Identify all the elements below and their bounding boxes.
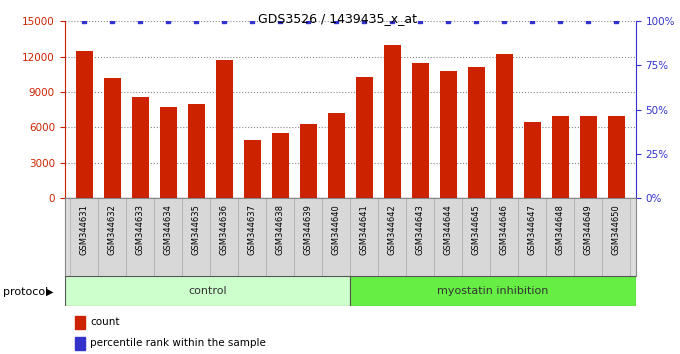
Bar — [188, 104, 205, 198]
Bar — [322, 198, 350, 276]
Point — [135, 18, 146, 24]
Bar — [132, 97, 149, 198]
Bar — [356, 77, 373, 198]
Text: GSM344650: GSM344650 — [612, 205, 621, 255]
Text: GSM344631: GSM344631 — [80, 205, 88, 255]
Bar — [378, 198, 406, 276]
Bar — [126, 198, 154, 276]
Text: GSM344646: GSM344646 — [500, 205, 509, 255]
Point — [79, 18, 90, 24]
Bar — [384, 45, 401, 198]
Bar — [160, 107, 177, 198]
Point — [555, 18, 566, 24]
Point — [583, 18, 594, 24]
Text: protocol: protocol — [3, 287, 49, 297]
Text: GSM344638: GSM344638 — [275, 205, 285, 256]
Text: percentile rank within the sample: percentile rank within the sample — [90, 338, 266, 348]
Bar — [350, 198, 378, 276]
Bar — [435, 198, 462, 276]
Point — [247, 18, 258, 24]
Bar — [440, 71, 456, 198]
Bar — [75, 51, 92, 198]
Text: myostatin inhibition: myostatin inhibition — [437, 286, 549, 296]
Bar — [300, 124, 317, 198]
Text: GSM344645: GSM344645 — [472, 205, 481, 255]
Text: GSM344639: GSM344639 — [304, 205, 313, 255]
Bar — [294, 198, 322, 276]
Text: GSM344637: GSM344637 — [248, 205, 257, 256]
Bar — [350, 276, 636, 306]
Bar — [412, 63, 428, 198]
Point — [415, 18, 426, 24]
Text: GSM344640: GSM344640 — [332, 205, 341, 255]
Point — [275, 18, 286, 24]
Point — [471, 18, 481, 24]
Point — [330, 18, 341, 24]
Bar — [468, 67, 485, 198]
Text: GSM344643: GSM344643 — [415, 205, 425, 255]
Bar — [518, 198, 546, 276]
Bar — [580, 116, 596, 198]
Bar — [182, 198, 210, 276]
Bar — [65, 276, 350, 306]
Point — [107, 18, 118, 24]
Text: GSM344632: GSM344632 — [107, 205, 117, 255]
Bar — [602, 198, 630, 276]
Text: GSM344641: GSM344641 — [360, 205, 369, 255]
Bar — [524, 121, 541, 198]
Point — [219, 18, 230, 24]
Text: GSM344634: GSM344634 — [164, 205, 173, 255]
Bar — [272, 133, 288, 198]
Text: GSM344642: GSM344642 — [388, 205, 396, 255]
Bar — [70, 198, 98, 276]
Point — [611, 18, 622, 24]
Bar — [546, 198, 574, 276]
Text: GSM344647: GSM344647 — [528, 205, 537, 255]
Point — [191, 18, 202, 24]
Text: GSM344644: GSM344644 — [444, 205, 453, 255]
Bar — [75, 337, 85, 350]
Bar — [266, 198, 294, 276]
Bar — [490, 198, 518, 276]
Point — [163, 18, 173, 24]
Text: control: control — [188, 286, 226, 296]
Text: GDS3526 / 1439435_x_at: GDS3526 / 1439435_x_at — [258, 12, 418, 25]
Point — [527, 18, 538, 24]
Text: ▶: ▶ — [46, 287, 54, 297]
Bar — [608, 116, 625, 198]
Bar — [210, 198, 238, 276]
Bar — [462, 198, 490, 276]
Bar — [406, 198, 435, 276]
Bar — [238, 198, 266, 276]
Bar — [551, 116, 568, 198]
Text: GSM344633: GSM344633 — [136, 205, 145, 256]
Bar — [104, 78, 120, 198]
Point — [498, 18, 509, 24]
Point — [387, 18, 398, 24]
Text: count: count — [90, 317, 120, 327]
Bar — [154, 198, 182, 276]
Bar — [328, 113, 345, 198]
Text: GSM344649: GSM344649 — [583, 205, 593, 255]
Point — [359, 18, 370, 24]
Bar — [216, 60, 233, 198]
Text: GSM344636: GSM344636 — [220, 205, 228, 256]
Bar — [244, 141, 260, 198]
Bar — [574, 198, 602, 276]
Bar — [75, 316, 85, 329]
Bar — [496, 54, 513, 198]
Bar — [98, 198, 126, 276]
Point — [303, 18, 313, 24]
Text: GSM344648: GSM344648 — [556, 205, 564, 255]
Point — [443, 18, 454, 24]
Text: GSM344635: GSM344635 — [192, 205, 201, 255]
